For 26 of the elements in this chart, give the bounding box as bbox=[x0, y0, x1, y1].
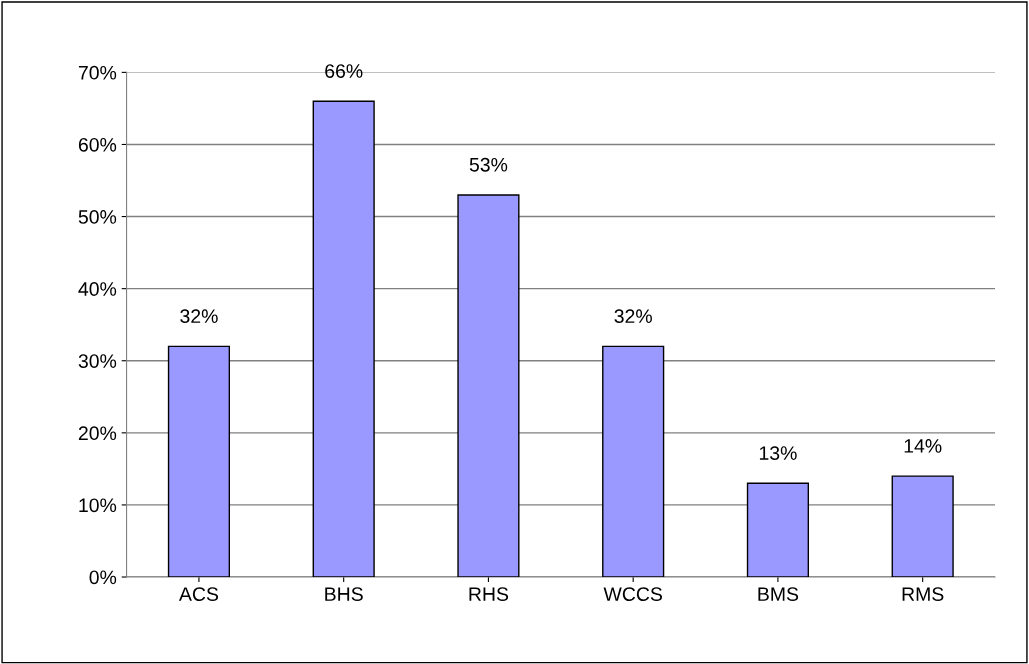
data-label: 66% bbox=[325, 64, 363, 78]
y-tick-label: 70% bbox=[78, 65, 117, 80]
x-tick-label: WCCS bbox=[603, 587, 662, 602]
y-tick-label: 60% bbox=[78, 137, 117, 152]
data-label: 13% bbox=[759, 446, 797, 461]
bar bbox=[312, 100, 375, 578]
bar bbox=[457, 194, 520, 578]
x-tick-label: RMS bbox=[902, 587, 944, 602]
data-label: 32% bbox=[180, 309, 218, 324]
x-tick-label: BMS bbox=[758, 587, 799, 602]
y-tick-label: 40% bbox=[78, 282, 117, 296]
data-label: 53% bbox=[469, 157, 508, 172]
y-tick-label: 50% bbox=[78, 210, 117, 224]
data-label: 14% bbox=[904, 439, 942, 453]
bar bbox=[891, 475, 954, 578]
bar bbox=[602, 345, 665, 578]
x-tick-label: RHS bbox=[469, 587, 509, 602]
y-tick-label: 0% bbox=[89, 570, 117, 585]
x-tick-label: ACS bbox=[178, 587, 219, 602]
bar bbox=[167, 345, 231, 578]
bar bbox=[746, 482, 810, 578]
y-tick-label: 20% bbox=[78, 426, 117, 441]
x-tick-label: BHS bbox=[325, 587, 363, 602]
y-tick-label: 30% bbox=[78, 354, 117, 368]
data-label: 32% bbox=[614, 309, 652, 324]
y-tick-label: 10% bbox=[79, 498, 117, 513]
